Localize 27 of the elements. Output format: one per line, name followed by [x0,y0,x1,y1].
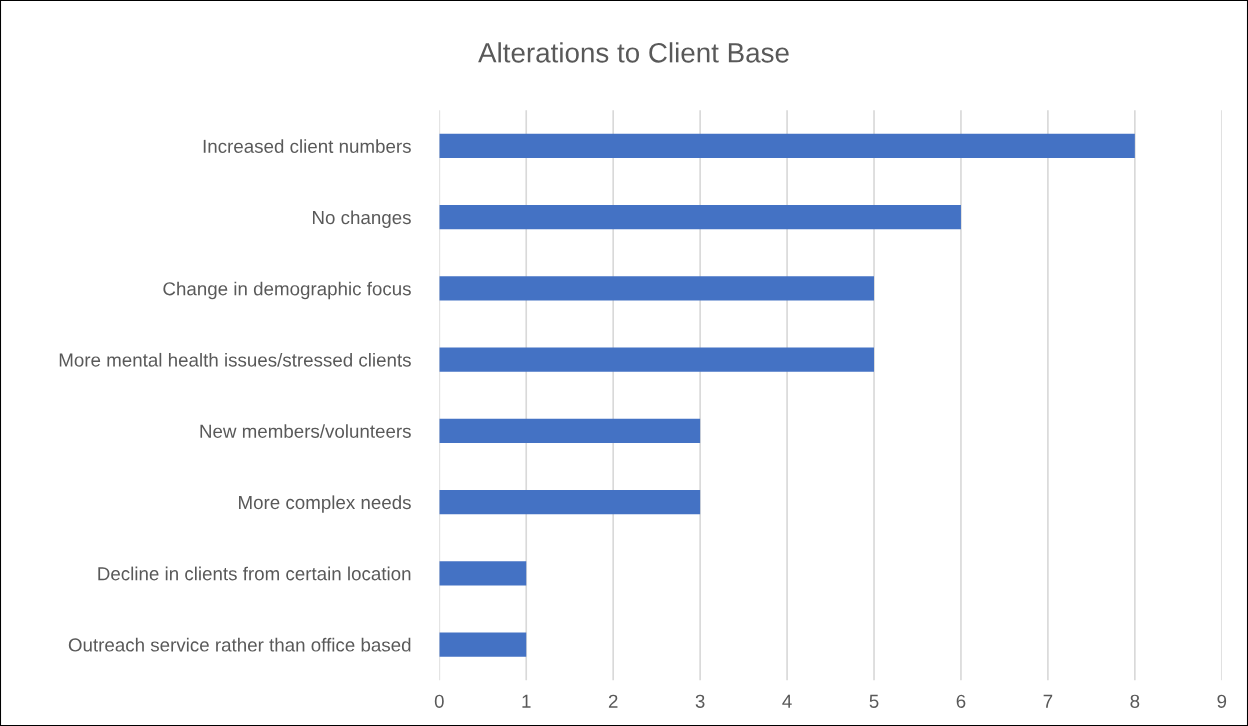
bar [439,347,875,372]
x-tick-label: 2 [608,694,618,708]
x-tick-label: 7 [1043,694,1053,708]
y-tick-label: Change in demographic focus [163,281,411,300]
y-tick-label: New members/volunteers [200,424,411,438]
bar [439,133,1135,159]
bar [439,632,527,657]
x-tick-label: 8 [1130,694,1140,708]
x-tick-label: 4 [782,694,792,708]
x-tick-label: 0 [434,694,444,708]
y-tick-label: More complex needs [239,495,411,513]
bar [439,561,527,586]
y-tick-label: Outreach service rather than office based [68,637,411,652]
x-tick-label: 6 [956,694,966,708]
x-tick-label: 5 [869,694,879,708]
x-tick-label: 9 [1217,694,1227,708]
bar [439,490,701,515]
bar [439,418,701,444]
bar [439,276,875,301]
y-tick-label: No changes [313,210,411,228]
x-tick-label: 3 [695,694,705,708]
y-tick-label: Increased client numbers [203,139,411,153]
y-tick-label: More mental health issues/stressed clients [59,352,411,367]
x-tick-label: 1 [522,694,531,708]
y-tick-label: Decline in clients from certain location [98,566,411,581]
bar [439,205,961,230]
chart-title: Alterations to Client Base [478,42,789,63]
